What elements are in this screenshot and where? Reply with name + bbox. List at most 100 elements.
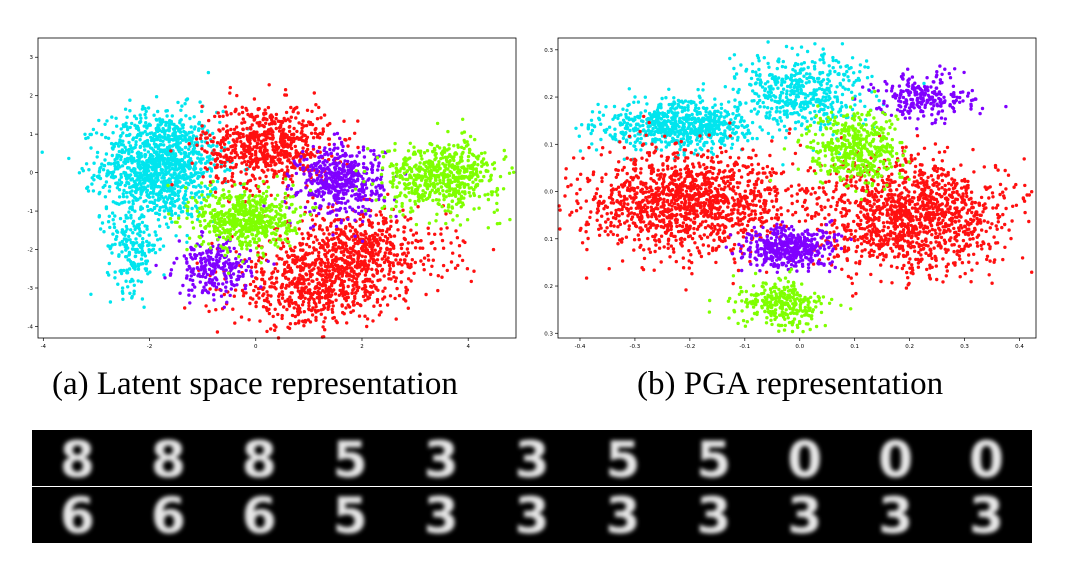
scatter-point	[127, 253, 131, 257]
scatter-point	[154, 169, 158, 174]
scatter-point	[113, 161, 117, 165]
scatter-point	[152, 142, 157, 146]
scatter-point	[233, 232, 237, 237]
scatter-point	[127, 140, 131, 145]
scatter-point	[356, 119, 360, 123]
scatter-point	[292, 139, 296, 144]
scatter-point	[242, 185, 246, 190]
scatter-point	[244, 167, 249, 172]
scatter-point	[218, 120, 222, 125]
scatter-point	[378, 303, 382, 308]
scatter-point	[248, 243, 252, 247]
scatter-point	[416, 239, 420, 244]
scatter-point	[311, 147, 316, 151]
scatter-point	[352, 299, 356, 304]
scatter-point	[117, 144, 121, 148]
scatter-point	[343, 159, 347, 163]
scatter-point	[183, 192, 187, 197]
scatter-point	[380, 257, 384, 261]
scatter-point	[262, 298, 267, 303]
scatter-point	[425, 185, 429, 189]
scatter-point	[152, 173, 156, 178]
scatter-point	[320, 244, 325, 248]
scatter-point	[208, 230, 212, 234]
scatter-point	[303, 320, 308, 324]
scatter-point	[346, 199, 350, 203]
scatter-point	[239, 221, 243, 225]
scatter-point	[187, 137, 191, 141]
scatter-point	[77, 171, 82, 175]
scatter-point	[130, 177, 135, 181]
scatter-point	[205, 258, 210, 262]
scatter-point	[233, 321, 237, 325]
scatter-point	[178, 291, 182, 295]
scatter-point	[235, 278, 239, 282]
scatter-point	[293, 301, 297, 305]
scatter-point	[328, 287, 333, 292]
scatter-point	[123, 145, 127, 149]
scatter-point	[370, 267, 374, 271]
scatter-point	[211, 194, 215, 198]
scatter-point	[123, 183, 128, 188]
scatter-point	[448, 153, 452, 157]
scatter-point	[232, 131, 236, 135]
scatter-point	[179, 118, 183, 122]
scatter-point	[283, 260, 287, 265]
scatter-point	[336, 156, 340, 160]
scatter-point	[304, 123, 309, 128]
scatter-point	[301, 300, 306, 304]
scatter-point	[480, 164, 484, 168]
scatter-point	[312, 267, 316, 271]
scatter-point	[287, 326, 292, 331]
scatter-point	[433, 167, 437, 171]
scatter-point	[374, 213, 378, 217]
scatter-point	[225, 300, 229, 304]
scatter-point	[340, 148, 345, 153]
scatter-point	[292, 126, 296, 131]
scatter-point	[324, 294, 328, 298]
scatter-point	[331, 271, 335, 276]
scatter-point	[393, 296, 397, 301]
scatter-point	[336, 192, 340, 196]
scatter-point	[394, 200, 399, 204]
scatter-point	[310, 296, 314, 300]
scatter-point	[414, 231, 419, 235]
scatter-point	[293, 137, 298, 141]
scatter-point	[317, 105, 321, 110]
scatter-point	[262, 170, 266, 174]
scatter-point	[264, 137, 268, 142]
scatter-point	[205, 272, 210, 277]
scatter-point	[195, 217, 200, 222]
scatter-point	[377, 197, 381, 202]
scatter-point	[302, 166, 306, 170]
scatter-point	[171, 186, 175, 191]
scatter-point	[290, 228, 295, 233]
scatter-point	[280, 285, 284, 289]
scatter-point	[326, 294, 330, 299]
scatter-point	[156, 238, 160, 242]
scatter-point	[228, 165, 233, 169]
scatter-point	[161, 244, 166, 248]
scatter-point	[340, 246, 344, 250]
scatter-point	[124, 279, 128, 283]
scatter-point	[202, 285, 206, 289]
scatter-point	[374, 192, 378, 196]
scatter-point	[441, 189, 445, 193]
scatter-point	[379, 213, 383, 217]
scatter-point	[472, 187, 476, 192]
scatter-point	[242, 142, 246, 146]
scatter-point	[275, 254, 279, 258]
scatter-point	[391, 175, 396, 179]
scatter-point	[261, 305, 266, 309]
scatter-point	[246, 159, 250, 164]
scatter-point	[113, 276, 117, 280]
scatter-point	[182, 170, 186, 174]
scatter-point	[376, 278, 380, 283]
scatter-point	[479, 151, 484, 156]
scatter-point	[245, 163, 249, 167]
scatter-point	[204, 282, 208, 287]
scatter-point	[285, 135, 289, 139]
scatter-point	[126, 166, 130, 170]
scatter-point	[450, 180, 454, 184]
scatter-point	[120, 164, 125, 168]
